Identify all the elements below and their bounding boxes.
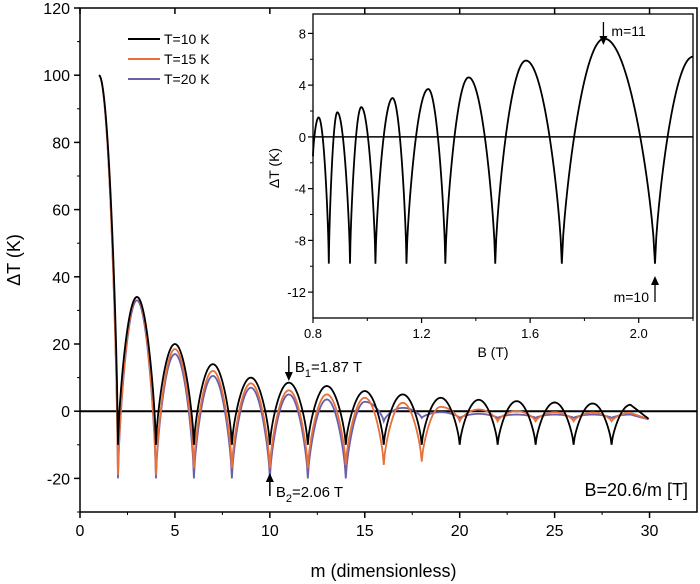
- inset-plot: 0.8 1.2 1.6 2.0 -12 -8 -4 0 4 8 B (T) ΔT (K) m=11 m=1…: [266, 13, 694, 360]
- y-tick-label: 100: [43, 68, 70, 85]
- inset-y-tick-label: 4: [299, 78, 306, 93]
- annotation-b2: B2=2.06 T: [276, 484, 343, 505]
- inset-annotation-m11: m=11: [611, 23, 646, 39]
- inset-y-tick-label: 0: [299, 130, 306, 145]
- y-tick-label: 60: [52, 203, 70, 220]
- series-line-0: [98, 74, 650, 445]
- annotation-b1-main: B: [295, 359, 305, 376]
- inset-arrowhead-m11: [599, 36, 608, 45]
- annotation-b2-rest: =2.06 T: [292, 484, 343, 501]
- annotation-b1-rest: =1.87 T: [311, 359, 362, 376]
- formula-annotation: B=20.6/m [T]: [584, 480, 688, 500]
- annotation-b2-sub: 2: [286, 493, 292, 505]
- inset-y-axis-title: ΔT (K): [266, 148, 282, 188]
- y-tick-label: 120: [43, 1, 70, 18]
- x-tick-label: 5: [170, 523, 179, 540]
- y-tick-label: 20: [52, 337, 70, 354]
- inset-y-tick-label: 8: [299, 26, 306, 41]
- legend-label-1: T=15 K: [164, 51, 210, 67]
- x-axis-title: m (dimensionless): [310, 561, 456, 581]
- inset-y-tick-label: -8: [294, 233, 306, 248]
- inset-x-tick-label: 0.8: [304, 326, 322, 341]
- x-tick-label: 30: [641, 523, 659, 540]
- legend-label-0: T=10 K: [164, 31, 210, 47]
- inset-x-tick-label: 1.6: [521, 326, 539, 341]
- inset-y-tick-label: -4: [294, 182, 306, 197]
- inset-x-axis-title: B (T): [477, 344, 508, 360]
- y-axis-title: ΔT (K): [4, 234, 24, 286]
- y-tick-label: 0: [61, 404, 70, 421]
- annotation-arrowhead-b2: [265, 473, 274, 482]
- inset-y-tick-label: -12: [287, 285, 306, 300]
- x-tick-label: 10: [261, 523, 279, 540]
- x-tick-label: 15: [356, 523, 374, 540]
- annotation-b2-main: B: [276, 484, 286, 501]
- x-tick-label: 25: [546, 523, 564, 540]
- inset-x-tick-label: 1.2: [413, 326, 431, 341]
- y-tick-label: -20: [47, 471, 70, 488]
- x-tick-label: 0: [76, 523, 85, 540]
- annotation-arrowhead-b1: [284, 372, 293, 381]
- annotation-b1-sub: 1: [305, 368, 311, 380]
- inset-annotation-m10: m=10: [614, 289, 650, 305]
- legend-label-2: T=20 K: [164, 71, 210, 87]
- inset-series-line: [312, 37, 694, 264]
- inset-x-tick-label: 2.0: [630, 326, 648, 341]
- annotation-b1: B1=1.87 T: [295, 359, 362, 380]
- y-tick-label: 40: [52, 270, 70, 287]
- x-tick-label: 20: [451, 523, 469, 540]
- inset-arrowhead-m10: [651, 276, 659, 285]
- main-plot-frame: [79, 7, 698, 513]
- series-line-1: [98, 74, 649, 476]
- y-tick-label: 80: [52, 135, 70, 152]
